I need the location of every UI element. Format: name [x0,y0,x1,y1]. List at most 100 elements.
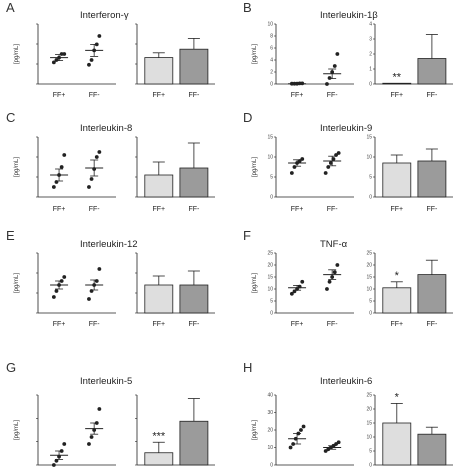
bar-category-label: FF+ [152,206,165,213]
bar [179,48,209,85]
bar-category-label: FF+ [152,321,165,328]
panel-title: Interleukin-12 [80,239,138,250]
data-point [62,275,67,279]
panel-a: A Interferon-γ [pg/mL] FF+ FF- FF+ FF- [6,0,215,99]
dot-y-tick-label: 4 [270,58,273,64]
bar-y-tick-label: 5 [369,175,372,181]
panel-label: H [243,360,252,375]
dot-y-tick-label: 2 [270,70,273,76]
bar-category-label: FF- [426,92,438,99]
data-point [87,62,91,67]
data-point [332,64,337,68]
data-point [89,58,94,62]
significance-marker: *** [152,430,166,442]
panel-title: Interleukin-9 [320,123,372,134]
bar [144,174,174,198]
dot-y-tick-label: 15 [267,275,273,281]
dot-y-tick-label: 20 [267,428,273,434]
panel-title: TNF-α [320,239,348,250]
data-point [94,155,99,159]
dot-y-tick-label: 0 [270,463,273,469]
dot-y-tick-label: 10 [267,22,273,28]
data-point [97,267,102,271]
data-point [325,82,329,86]
bar-y-tick-label: 0 [369,311,372,317]
panel-label: G [6,360,16,375]
significance-marker: * [395,270,400,282]
data-point [51,60,56,65]
bar-y-tick-label: 3 [369,37,372,43]
dot-category-label: FF+ [291,321,304,328]
dot-category-label: FF- [89,92,101,99]
dot-y-tick-label: 8 [270,34,273,40]
data-point [289,171,294,175]
data-point [292,165,297,169]
bar [417,58,447,85]
data-point [301,424,306,429]
dot-y-tick-label: 10 [267,155,273,161]
bar-y-tick-label: 5 [369,449,372,455]
dot-y-tick-label: 25 [267,251,273,257]
panel-d: D Interleukin-9 [pg/mL] 15 10 5 0 FF+ FF- 15 10 5 0 F… [243,110,453,213]
bar [144,284,174,314]
dot-y-tick-label: 0 [270,311,273,317]
bar-category-label: FF+ [152,92,165,99]
dot-y-tick-label: 5 [270,299,273,305]
dot-y-tick-label: 20 [267,263,273,269]
panel-title: Interleukin-8 [80,123,132,134]
bar [179,284,209,314]
panel-g: G Interleukin-5 [pg/mL] *** [6,360,215,467]
bar-y-tick-label: 20 [366,263,372,269]
bar-category-label: FF- [188,92,200,99]
bar-category-label: FF- [426,321,438,328]
bar [417,160,447,198]
dot-y-tick-label: 0 [270,195,273,201]
bar-y-tick-label: 1 [369,67,372,73]
data-point [59,165,64,169]
data-point [89,177,94,181]
bar-y-tick-label: 25 [366,251,372,257]
data-point [87,185,91,189]
data-point [336,440,341,445]
data-point [87,442,91,446]
data-point [51,295,56,299]
bar-category-label: FF- [426,206,438,213]
dot-y-tick-label: 6 [270,46,273,52]
panel-label: E [6,228,15,243]
data-point [87,297,91,301]
data-point [97,407,102,411]
data-point [97,34,102,38]
data-point [323,171,328,175]
data-point [62,52,67,56]
bar [417,433,447,466]
panel-title: Interferon-γ [80,10,129,21]
bar-y-tick-label: 25 [366,393,372,399]
panel-title: Interleukin-1β [320,10,378,21]
bar [179,420,209,466]
bar [382,82,412,85]
dot-y-tick-label: 5 [270,175,273,181]
bar-y-tick-label: 10 [366,287,372,293]
panel-label: D [243,110,252,125]
data-point [289,291,294,296]
dot-y-tick-label: 15 [267,135,273,141]
significance-marker: * [395,391,400,403]
data-point [62,442,67,446]
y-axis-label: [pg/mL] [14,420,20,440]
dot-category-label: FF+ [291,92,304,99]
bar-category-label: FF- [188,206,200,213]
bar [382,287,412,314]
data-point [51,185,56,189]
dot-category-label: FF- [89,206,101,213]
dot-category-label: FF- [89,321,101,328]
data-point [288,445,293,450]
dot-category-label: FF- [327,92,339,99]
bar [179,167,209,198]
y-axis-label: [pg/mL] [14,44,20,64]
y-axis-label: [pg/mL] [252,157,258,177]
bar-y-tick-label: 4 [369,22,372,28]
data-point [62,153,67,157]
significance-marker: ** [393,71,402,83]
